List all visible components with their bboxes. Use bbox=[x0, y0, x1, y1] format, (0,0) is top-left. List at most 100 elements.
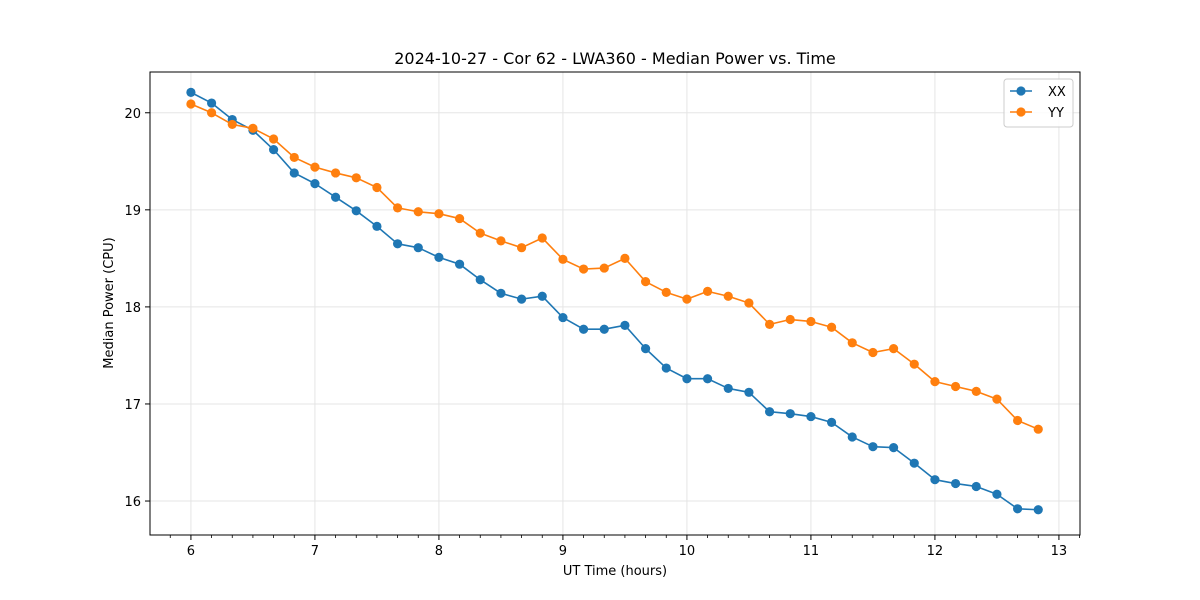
data-point-xx bbox=[516, 294, 527, 304]
data-point-yy bbox=[806, 316, 816, 327]
data-point-xx bbox=[826, 417, 837, 428]
y-tick-label: 18 bbox=[124, 301, 141, 316]
data-point-yy bbox=[744, 298, 754, 308]
tick-layer: 6 7 8 9 10 11 12 13 16 17 18 19 20 bbox=[124, 107, 1067, 559]
data-point-yy bbox=[909, 359, 919, 369]
data-point-yy bbox=[1012, 415, 1023, 426]
data-point-xx bbox=[289, 168, 299, 178]
data-point-xx bbox=[950, 478, 961, 489]
data-point-xx bbox=[806, 411, 816, 422]
data-point-xx bbox=[847, 432, 857, 442]
data-point-yy bbox=[206, 108, 217, 118]
data-point-yy bbox=[971, 386, 981, 396]
data-point-yy bbox=[227, 119, 237, 130]
data-point-yy bbox=[599, 263, 609, 273]
data-point-yy bbox=[930, 377, 940, 387]
data-point-xx bbox=[868, 442, 878, 452]
data-point-yy bbox=[785, 314, 795, 325]
data-point-yy bbox=[392, 203, 403, 213]
data-point-yy bbox=[992, 394, 1002, 404]
data-point-yy bbox=[640, 277, 651, 287]
data-point-yy bbox=[310, 162, 320, 172]
data-point-yy bbox=[620, 253, 630, 263]
y-tick-label: 19 bbox=[124, 204, 141, 219]
x-tick-label: 11 bbox=[803, 544, 820, 559]
data-point-xx bbox=[661, 363, 671, 373]
data-point-xx bbox=[351, 206, 361, 216]
y-axis-label: Median Power (CPU) bbox=[102, 237, 117, 368]
data-point-xx bbox=[702, 374, 713, 384]
data-point-yy bbox=[847, 338, 857, 348]
data-point-yy bbox=[516, 243, 527, 253]
data-point-yy bbox=[351, 173, 361, 183]
x-axis-label: UT Time (hours) bbox=[563, 564, 667, 579]
data-point-yy bbox=[1033, 424, 1043, 434]
data-point-yy bbox=[434, 209, 444, 219]
minor-tick-layer bbox=[169, 535, 1080, 538]
data-point-yy bbox=[248, 123, 258, 133]
grid-layer bbox=[150, 72, 1080, 535]
data-point-xx bbox=[454, 259, 465, 269]
data-point-xx bbox=[392, 239, 403, 249]
x-tick-label: 12 bbox=[927, 544, 944, 559]
data-point-xx bbox=[599, 324, 609, 334]
data-point-yy bbox=[330, 168, 341, 178]
data-point-xx bbox=[764, 407, 775, 417]
data-point-yy bbox=[950, 381, 961, 392]
data-point-xx bbox=[206, 98, 217, 108]
data-point-xx bbox=[930, 475, 940, 485]
data-point-xx bbox=[578, 324, 589, 334]
data-point-xx bbox=[1033, 505, 1043, 515]
plot-frame bbox=[149, 71, 1081, 536]
chart-title: 2024-10-27 - Cor 62 - LWA360 - Median Po… bbox=[394, 49, 836, 68]
data-point-yy bbox=[682, 294, 692, 304]
legend-marker-yy bbox=[1016, 107, 1026, 117]
data-point-yy bbox=[661, 287, 671, 297]
legend-label-yy: YY bbox=[1047, 106, 1064, 121]
data-point-yy bbox=[454, 213, 465, 224]
data-point-xx bbox=[372, 221, 382, 231]
data-point-xx bbox=[186, 87, 196, 97]
legend-label-xx: XX bbox=[1048, 85, 1066, 100]
data-point-yy bbox=[702, 286, 713, 296]
data-point-yy bbox=[268, 134, 279, 144]
x-tick-label: 9 bbox=[559, 544, 567, 559]
y-tick-label: 20 bbox=[124, 107, 141, 122]
data-point-xx bbox=[330, 192, 341, 202]
legend: XX YY bbox=[1003, 78, 1074, 128]
data-point-yy bbox=[888, 344, 899, 354]
data-point-xx bbox=[971, 481, 981, 492]
data-point-yy bbox=[826, 322, 837, 332]
data-point-xx bbox=[744, 387, 754, 397]
data-point-yy bbox=[475, 228, 485, 238]
data-point-yy bbox=[496, 236, 506, 246]
data-point-xx bbox=[413, 243, 423, 253]
data-point-yy bbox=[558, 254, 568, 264]
data-point-xx bbox=[723, 383, 733, 394]
data-point-yy bbox=[372, 182, 382, 193]
data-point-yy bbox=[764, 319, 775, 329]
x-tick-label: 10 bbox=[679, 544, 696, 559]
data-point-xx bbox=[268, 145, 279, 155]
y-tick-label: 17 bbox=[124, 398, 141, 413]
data-point-xx bbox=[888, 443, 899, 453]
data-point-yy bbox=[537, 233, 547, 243]
legend-marker-xx bbox=[1016, 86, 1026, 96]
data-point-xx bbox=[1012, 504, 1023, 514]
x-tick-label: 13 bbox=[1051, 544, 1068, 559]
data-point-xx bbox=[475, 275, 485, 285]
data-point-xx bbox=[537, 291, 547, 301]
data-point-xx bbox=[992, 489, 1002, 499]
data-point-yy bbox=[186, 99, 196, 109]
data-point-xx bbox=[682, 374, 692, 384]
x-tick-label: 7 bbox=[311, 544, 319, 559]
x-tick-label: 6 bbox=[187, 544, 195, 559]
data-point-xx bbox=[496, 288, 506, 298]
data-point-yy bbox=[868, 347, 878, 358]
series-layer bbox=[186, 87, 1043, 515]
data-point-yy bbox=[578, 264, 589, 274]
x-tick-label: 8 bbox=[435, 544, 443, 559]
data-point-yy bbox=[723, 291, 733, 301]
